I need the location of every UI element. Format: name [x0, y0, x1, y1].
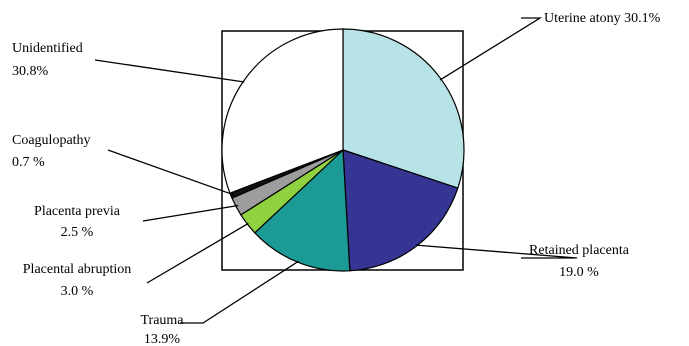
leader-line-placenta-previa [142, 204, 239, 222]
slice-value-trauma: 13.9% [144, 332, 181, 346]
slice-value-coagulopathy: 0.7 % [12, 155, 45, 170]
leader-line-unidentified [94, 59, 245, 83]
slice-value-placenta-previa: 2.5 % [61, 225, 94, 240]
leader-lines [94, 17, 578, 324]
slice-value-placental-abruption: 3.0 % [61, 284, 94, 299]
pie-slice-retained-placenta [342, 149, 459, 272]
slice-label-placental-abruption: Placental abruption [23, 262, 131, 277]
leader-line-uterine-atony [439, 17, 543, 81]
slice-label-coagulopathy: Coagulopathy [12, 133, 91, 148]
pie-slice-trauma [253, 148, 351, 272]
slice-label-trauma: Trauma [140, 313, 184, 328]
leader-line-placental-abruption [146, 222, 249, 284]
slice-label-placenta-previa: Placenta previa [34, 204, 121, 219]
slice-label-unidentified: Unidentified [12, 41, 83, 56]
slice-label-retained-placenta: Retained placenta [529, 243, 630, 258]
leader-line-trauma [180, 260, 299, 324]
leader-line-retained-placenta [415, 244, 578, 259]
slice-label-uterine-atony: Uterine atony 30.1% [544, 11, 661, 26]
slice-value-unidentified: 30.8% [12, 64, 49, 79]
pie-slices [221, 28, 465, 272]
leader-line-coagulopathy [107, 149, 234, 196]
slice-value-retained-placenta: 19.0 % [559, 265, 599, 280]
